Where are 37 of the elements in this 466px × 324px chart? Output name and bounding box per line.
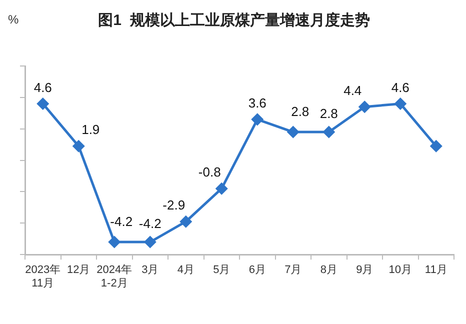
x-tick-label: 11月: [424, 264, 448, 276]
x-tick-label: 3月: [142, 264, 159, 276]
x-tick-label: 9月: [356, 264, 374, 276]
x-tick-label: 6月: [248, 264, 266, 276]
data-label: -2.9: [162, 198, 186, 213]
point: [323, 126, 335, 138]
data-label: 2.8: [291, 104, 310, 120]
data-label: 4.6: [34, 80, 52, 95]
x-tick-label: 8月: [320, 264, 338, 276]
point: [216, 182, 228, 194]
x-tick-label: 10月: [388, 264, 412, 276]
point: [37, 98, 49, 110]
x-tick-label: 7月: [284, 264, 302, 276]
x-tick-label: 2024年 1-2月: [96, 264, 132, 290]
x-tick-label: 2023年 11月: [25, 264, 61, 290]
point: [358, 101, 370, 113]
point: [180, 216, 192, 228]
y-axis-title: %: [8, 12, 19, 26]
data-label: -4.2: [110, 214, 133, 230]
x-tick-label: 4月: [177, 264, 194, 276]
x-tick-label: 5月: [213, 264, 230, 276]
data-label: 3.6: [248, 96, 266, 111]
data-label: 1.9: [82, 122, 100, 138]
data-label: -4.2: [138, 216, 162, 232]
point: [144, 236, 156, 248]
point: [72, 140, 84, 152]
data-label: 4.4: [344, 82, 362, 98]
x-tick-label: 12月: [67, 264, 90, 276]
data-label: 2.8: [320, 106, 338, 122]
point: [430, 140, 442, 152]
point: [252, 114, 264, 126]
point: [287, 126, 299, 138]
point: [108, 236, 120, 248]
chart-title: 图1 规模以上工业原煤产量增速月度走势: [98, 11, 370, 30]
data-label: 4.6: [391, 80, 410, 95]
data-label: -0.8: [198, 164, 221, 180]
point: [394, 98, 406, 110]
